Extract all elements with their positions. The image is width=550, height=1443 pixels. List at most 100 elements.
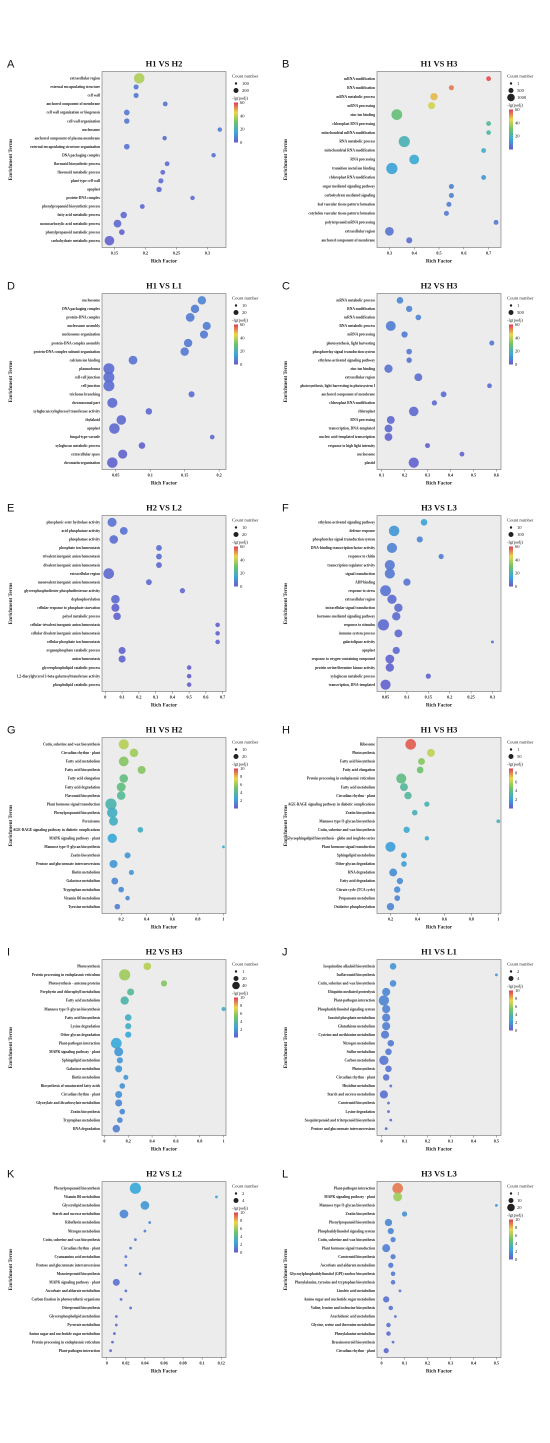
enrichment-term-label: Valine, leucine and isoleucine biosynthe…: [311, 1306, 376, 1310]
enrichment-term-label: plant-type cell wall: [71, 179, 100, 183]
enrichment-term-label: ADP binding: [355, 580, 375, 584]
panel-j: J H1 VS L1 0 0.1 0.2 0.3 0.4 0.5 Rich Factor Enri…: [275, 888, 550, 1153]
enrichment-term-label: cell junction: [81, 384, 100, 388]
data-point: [382, 987, 391, 997]
size-legend-title: Count number: [232, 740, 259, 745]
data-point: [123, 1074, 129, 1080]
enrichment-term-label: ethylene-activated signaling pathway: [318, 521, 375, 525]
color-legend-bar: [509, 546, 513, 587]
color-legend-bar: [509, 324, 513, 365]
enrichment-term-label: cellular divalent inorganic anion homeos…: [31, 632, 101, 636]
enrichment-term-label: Isoquinoline alkaloid biosynthesis: [323, 965, 375, 969]
data-point: [440, 391, 447, 398]
enrichment-term-label: Fatty acid biosynthesis: [340, 760, 376, 764]
panel-label: L: [282, 1169, 288, 1181]
data-point: [393, 1192, 403, 1202]
data-point: [197, 296, 207, 305]
size-legend-label: 20: [517, 1205, 522, 1210]
x-tick-label: 0.2: [425, 1361, 430, 1366]
enrichment-bubble-chart: J H1 VS L1 0 0.1 0.2 0.3 0.4 0.5 Rich Factor Enri…: [282, 947, 534, 1153]
enrichment-term-label: chloroplast RNA modification: [329, 401, 375, 405]
data-point: [406, 237, 413, 244]
x-tick-label: 0.3: [205, 251, 210, 256]
size-legend-label: 20: [242, 976, 247, 981]
data-point: [380, 585, 391, 597]
enrichment-term-label: Phosphatidylinositol signaling system: [318, 1229, 375, 1233]
data-point: [409, 154, 420, 165]
enrichment-term-label: Glycosylphosphatidylinositol (GPI)-ancho…: [290, 1272, 376, 1276]
data-point: [489, 340, 495, 346]
data-point: [481, 175, 487, 180]
panel-i: I H2 VS H3 0 0.2 0.4 0.6 0.8 1 Rich Factor Enrich…: [0, 888, 275, 1153]
enrichment-term-label: MAPK signaling pathway - plant: [49, 1050, 101, 1054]
enrichment-term-label: MAPK signaling pathway - plant: [324, 1195, 376, 1199]
x-tick-label: 0.05: [382, 695, 389, 700]
color-legend-label: 2: [515, 797, 518, 802]
color-legend-label: 60: [515, 544, 520, 549]
color-legend-label: 6: [240, 782, 243, 787]
y-axis-label: Enrichment Terms: [8, 139, 14, 181]
data-point: [398, 135, 410, 148]
data-point: [128, 355, 138, 365]
enrichment-term-label: MAPK signaling pathway - plant: [49, 837, 101, 841]
enrichment-term-label: sugar mediated signaling pathway: [323, 185, 376, 189]
enrichment-term-label: Glycosphingolipid biosynthesis - globo a…: [287, 837, 376, 841]
color-legend-label: 0: [240, 140, 243, 145]
x-tick-label: 0.6: [170, 917, 175, 922]
enrichment-term-label: cellular phosphate ion homeostasis: [47, 640, 101, 644]
color-legend-label: 2: [240, 1242, 243, 1247]
enrichment-term-label: plastid: [365, 461, 375, 465]
data-point: [119, 229, 125, 235]
data-point: [129, 1306, 133, 1310]
x-tick-label: 0.7: [220, 695, 225, 700]
plot-area: [376, 1181, 502, 1358]
enrichment-term-label: photosynthesis, light harvesting: [327, 341, 376, 345]
color-legend-bar: [509, 990, 513, 1031]
color-legend-label: 8: [240, 774, 243, 779]
data-point: [405, 739, 417, 750]
color-legend-label: 10: [515, 988, 520, 993]
color-legend-label: 4: [240, 1234, 243, 1239]
color-legend-bar: [234, 102, 238, 143]
x-tick-label: 0.2: [402, 473, 407, 478]
data-point: [137, 765, 146, 774]
size-legend-label: 1: [517, 747, 520, 752]
size-legend-dot: [509, 82, 513, 85]
enrichment-term-label: Pentose and glucuronate interconversions: [36, 862, 100, 866]
chart-title: H1 VS H3: [421, 725, 458, 735]
data-point: [396, 773, 407, 784]
data-point: [127, 988, 135, 996]
enrichment-term-label: Tyrosine metabolism: [68, 905, 100, 909]
enrichment-term-label: protein serine/threonine kinase activity: [315, 666, 375, 670]
data-point: [387, 1101, 390, 1105]
data-point: [125, 895, 130, 901]
size-legend-label: 10: [517, 1198, 522, 1203]
data-point: [396, 877, 404, 885]
data-point: [385, 1048, 392, 1056]
enrichment-bubble-chart: D H1 VS L1 0.05 0.1 0.15 0.2 Rich Factor Enrich…: [7, 281, 259, 487]
data-point: [487, 383, 492, 389]
data-point: [383, 1348, 389, 1354]
x-tick-label: 0.15: [111, 251, 118, 256]
chart-title: H3 VS L3: [421, 1169, 457, 1179]
enrichment-term-label: Plant-pathogen interaction: [59, 1349, 100, 1353]
enrichment-term-label: Glutathione metabolism: [338, 1024, 375, 1028]
data-point: [379, 1055, 389, 1065]
data-point: [183, 338, 193, 348]
color-legend-bar: [234, 1212, 238, 1253]
color-legend-label: 40: [240, 335, 245, 340]
data-point: [123, 109, 130, 116]
size-legend-dot: [233, 976, 239, 981]
enrichment-term-label: response to stress: [348, 589, 375, 593]
data-point: [103, 363, 115, 375]
panel-label: F: [282, 503, 289, 515]
enrichment-term-label: anion homeostasis: [72, 657, 100, 661]
data-point: [389, 963, 397, 970]
x-tick-label: 0.6: [461, 251, 466, 256]
x-axis-label: Rich Factor: [426, 925, 453, 931]
enrichment-term-label: glycerophosphodiester phosphodiesterase …: [24, 589, 100, 593]
enrichment-term-label: fungal-type vacuole: [70, 435, 100, 439]
enrichment-term-label: Cutin, suberine and wax biosynthesis: [43, 1238, 101, 1242]
x-axis-label: Rich Factor: [426, 259, 453, 265]
data-point: [215, 631, 220, 636]
